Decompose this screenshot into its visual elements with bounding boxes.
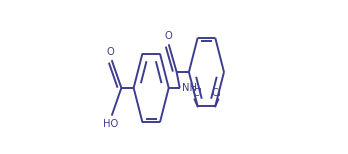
Text: O: O	[164, 31, 172, 41]
Text: HO: HO	[103, 119, 118, 129]
Text: O: O	[106, 47, 114, 57]
Text: Cl: Cl	[192, 88, 202, 98]
Text: Cl: Cl	[211, 88, 221, 98]
Text: NH: NH	[182, 83, 197, 93]
